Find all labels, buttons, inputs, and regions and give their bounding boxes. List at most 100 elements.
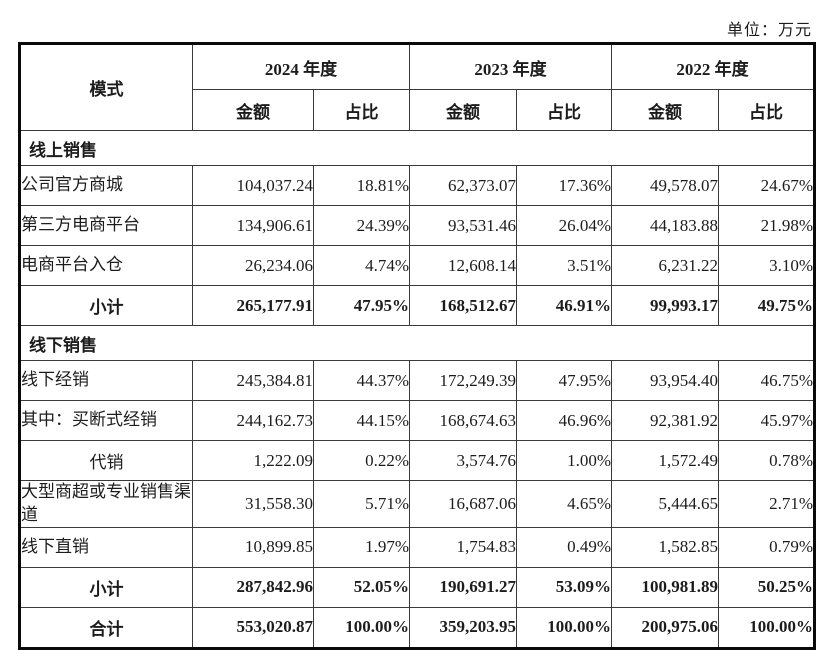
amount-cell: 5,444.65 [611, 480, 719, 528]
row-label: 小计 [19, 566, 193, 608]
subtotal-row: 小计 287,842.96 52.05% 190,691.27 53.09% 100,98… [19, 566, 815, 608]
row-label: 公司官方商城 [19, 165, 193, 206]
ratio-cell: 45.97% [718, 400, 815, 441]
table-row: 大型商超或专业销售渠道 31,558.30 5.71% 16,687.06 4.65% 5… [19, 480, 815, 528]
amount-cell: 93,531.46 [409, 205, 517, 246]
amount-cell: 3,574.76 [409, 440, 517, 481]
table-row: 公司官方商城 104,037.24 18.81% 62,373.07 17.36% 49,… [19, 165, 815, 206]
ratio-cell: 0.79% [718, 526, 815, 568]
unit-label: 单位：万元 [726, 22, 812, 39]
amount-cell: 1,582.85 [611, 526, 719, 568]
table-row: 电商平台入仓 26,234.06 4.74% 12,608.14 3.51% 6,231.… [19, 245, 815, 286]
ratio-cell: 4.74% [313, 245, 410, 286]
ratio-cell: 18.81% [313, 165, 410, 206]
table-header: 模式 2024 年度 2023 年度 2022 年度 金额 占比 金额 占比 金… [19, 43, 815, 131]
ratio-cell: 46.75% [718, 360, 815, 401]
amount-cell: 168,512.67 [409, 285, 517, 326]
ratio-cell: 0.78% [718, 440, 815, 481]
ratio-cell: 100.00% [313, 606, 410, 649]
ratio-cell: 47.95% [516, 360, 612, 401]
ratio-cell: 1.97% [313, 526, 410, 568]
ratio-cell: 1.00% [516, 440, 612, 481]
amount-cell: 265,177.91 [192, 285, 314, 326]
amount-cell: 287,842.96 [192, 566, 314, 608]
amount-cell: 26,234.06 [192, 245, 314, 286]
amount-cell: 44,183.88 [611, 205, 719, 246]
ratio-cell: 24.39% [313, 205, 410, 246]
ratio-cell: 46.96% [516, 400, 612, 441]
row-label: 其中：买断式经销 [19, 400, 193, 441]
ratio-cell: 44.37% [313, 360, 410, 401]
ratio-cell: 46.91% [516, 285, 612, 326]
row-label: 线下直销 [19, 526, 193, 568]
header-row-metrics: 金额 占比 金额 占比 金额 占比 [20, 89, 815, 131]
row-label: 电商平台入仓 [19, 245, 193, 286]
amount-cell: 12,608.14 [409, 245, 517, 286]
amount-cell: 359,203.95 [409, 606, 517, 649]
row-label: 第三方电商平台 [19, 205, 193, 246]
ratio-cell: 53.09% [516, 566, 612, 608]
amount-cell: 1,754.83 [409, 526, 517, 568]
row-label: 线下经销 [19, 360, 193, 401]
amount-cell: 6,231.22 [611, 245, 719, 286]
row-label: 代销 [19, 440, 193, 481]
amount-cell: 31,558.30 [192, 480, 314, 528]
ratio-cell: 2.71% [718, 480, 815, 528]
section-row: 线上销售 [19, 130, 815, 166]
ratio-cell: 100.00% [516, 606, 612, 649]
amount-cell: 93,954.40 [611, 360, 719, 401]
amount-cell: 99,993.17 [611, 285, 719, 326]
col-header-ratio-2022: 占比 [718, 89, 815, 131]
section-row: 线下销售 [19, 325, 815, 361]
table-row: 线下直销 10,899.85 1.97% 1,754.83 0.49% 1,582.85 0… [19, 526, 815, 568]
table-row: 代销 1,222.09 0.22% 3,574.76 1.00% 1,572.49 0.78… [19, 440, 815, 481]
col-header-ratio-2024: 占比 [313, 89, 410, 131]
section-label: 线上销售 [19, 130, 815, 166]
amount-cell: 553,020.87 [192, 606, 314, 649]
col-header-year-2024: 2024 年度 [192, 43, 410, 90]
ratio-cell: 100.00% [718, 606, 815, 649]
ratio-cell: 3.51% [516, 245, 612, 286]
amount-cell: 49,578.07 [611, 165, 719, 206]
amount-cell: 100,981.89 [611, 566, 719, 608]
amount-cell: 245,384.81 [192, 360, 314, 401]
sales-mode-table: 模式 2024 年度 2023 年度 2022 年度 金额 占比 金额 占比 金… [18, 42, 816, 650]
col-header-amount-2023: 金额 [409, 89, 517, 131]
ratio-cell: 26.04% [516, 205, 612, 246]
ratio-cell: 49.75% [718, 285, 815, 326]
amount-cell: 1,572.49 [611, 440, 719, 481]
table-row: 第三方电商平台 134,906.61 24.39% 93,531.46 26.04% 44… [19, 205, 815, 246]
amount-cell: 134,906.61 [192, 205, 314, 246]
col-header-ratio-2023: 占比 [516, 89, 612, 131]
section-label: 线下销售 [19, 325, 815, 361]
ratio-cell: 17.36% [516, 165, 612, 206]
ratio-cell: 47.95% [313, 285, 410, 326]
amount-cell: 244,162.73 [192, 400, 314, 441]
ratio-cell: 4.65% [516, 480, 612, 528]
subtotal-row: 小计 265,177.91 47.95% 168,512.67 46.91% 99,993… [19, 285, 815, 326]
ratio-cell: 21.98% [718, 205, 815, 246]
table-row: 其中：买断式经销 244,162.73 44.15% 168,674.63 46.96%… [19, 400, 815, 441]
col-header-amount-2022: 金额 [611, 89, 719, 131]
amount-cell: 200,975.06 [611, 606, 719, 649]
row-label: 小计 [19, 285, 193, 326]
amount-cell: 10,899.85 [192, 526, 314, 568]
table-row: 线下经销 245,384.81 44.37% 172,249.39 47.95% 93,9… [19, 360, 815, 401]
amount-cell: 168,674.63 [409, 400, 517, 441]
ratio-cell: 44.15% [313, 400, 410, 441]
amount-cell: 104,037.24 [192, 165, 314, 206]
amount-cell: 62,373.07 [409, 165, 517, 206]
amount-cell: 16,687.06 [409, 480, 517, 528]
col-header-mode: 模式 [19, 43, 193, 131]
ratio-cell: 0.49% [516, 526, 612, 568]
ratio-cell: 5.71% [313, 480, 410, 528]
amount-cell: 172,249.39 [409, 360, 517, 401]
ratio-cell: 24.67% [718, 165, 815, 206]
ratio-cell: 50.25% [718, 566, 815, 608]
amount-cell: 190,691.27 [409, 566, 517, 608]
row-label: 合计 [19, 606, 193, 649]
ratio-cell: 52.05% [313, 566, 410, 608]
col-header-amount-2024: 金额 [192, 89, 314, 131]
row-label: 大型商超或专业销售渠道 [19, 480, 193, 528]
